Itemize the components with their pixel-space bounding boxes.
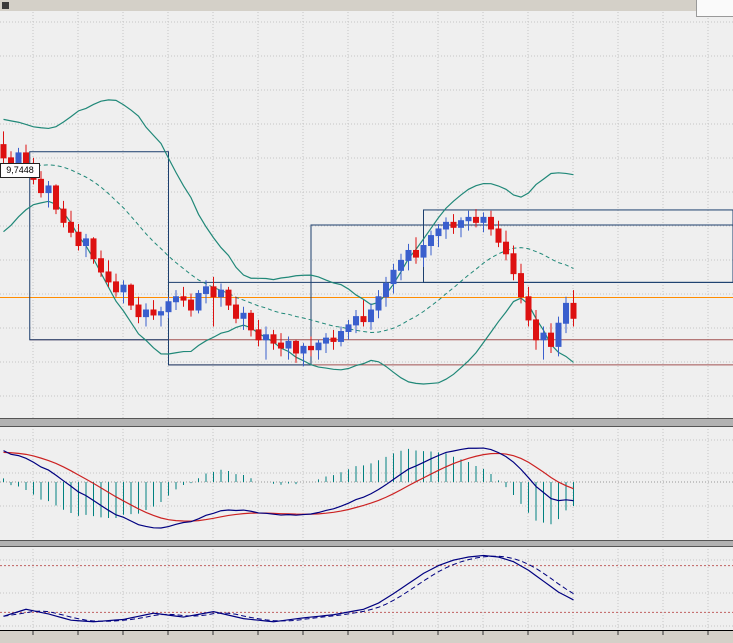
candle (143, 309, 149, 318)
candle (473, 216, 479, 223)
candle (323, 337, 329, 344)
candle (113, 281, 119, 293)
candle (360, 316, 367, 323)
candle (518, 273, 524, 298)
candle (533, 319, 539, 341)
candle (563, 302, 569, 324)
grid (0, 12, 733, 630)
candle (38, 178, 44, 194)
candle (195, 292, 202, 311)
candle (240, 312, 247, 319)
stochastic-indicator (0, 554, 733, 623)
candle (255, 329, 262, 341)
candles (0, 131, 577, 367)
candle (270, 334, 277, 344)
candle (383, 283, 389, 298)
candle (150, 309, 157, 316)
candle (353, 316, 359, 326)
candle (128, 284, 134, 306)
candle (83, 238, 89, 247)
candle (488, 216, 494, 230)
macd-indicator (0, 447, 733, 529)
price-tag[interactable]: 9,7448 (0, 163, 40, 178)
candle (510, 253, 517, 275)
candle (338, 331, 344, 342)
candle (390, 269, 397, 285)
candle (465, 216, 472, 222)
candle (420, 245, 427, 258)
candle (210, 286, 217, 298)
candle (248, 312, 254, 331)
candle (60, 208, 67, 223)
candle (135, 304, 142, 318)
candle (308, 345, 314, 351)
candle (203, 286, 209, 294)
candle (188, 299, 194, 311)
candle (443, 221, 449, 230)
candle (450, 221, 457, 228)
candle (158, 311, 164, 316)
candle (225, 289, 232, 306)
candle (90, 238, 97, 260)
candle (98, 258, 104, 273)
candle (405, 249, 412, 261)
candle (525, 296, 532, 321)
candle (315, 342, 322, 351)
title-bar-fragment (0, 0, 733, 11)
candle (398, 259, 404, 271)
candle (233, 304, 239, 319)
candle (435, 228, 442, 237)
candle (293, 340, 299, 354)
candle (120, 284, 127, 293)
candle (480, 216, 487, 223)
candle (495, 228, 502, 243)
candle (540, 332, 547, 341)
candle (330, 337, 337, 342)
candle (368, 309, 374, 323)
candle (555, 322, 562, 347)
candle (570, 302, 577, 319)
candle (165, 301, 172, 313)
candle (300, 345, 307, 354)
candle (0, 144, 7, 159)
candle (218, 289, 224, 298)
candle (503, 241, 509, 255)
candle (375, 296, 382, 311)
pane-splitter-2[interactable] (0, 541, 733, 546)
candle (53, 185, 59, 210)
candle (75, 231, 82, 247)
candle (428, 235, 434, 247)
candle (180, 296, 187, 301)
candle (458, 220, 464, 228)
window-corner-fragment (696, 0, 733, 17)
candle (45, 185, 52, 194)
price-tag-text: 9,7448 (6, 165, 34, 175)
candle (68, 221, 74, 233)
candle (173, 296, 179, 303)
candle (413, 249, 419, 258)
candle (105, 271, 112, 283)
candle (345, 324, 352, 333)
window-icon (2, 2, 9, 9)
candle (285, 340, 292, 349)
time-axis[interactable] (0, 631, 733, 643)
candle (548, 332, 554, 347)
candle (278, 342, 284, 349)
pane-splitter-1[interactable] (0, 419, 733, 426)
candle (263, 334, 269, 341)
